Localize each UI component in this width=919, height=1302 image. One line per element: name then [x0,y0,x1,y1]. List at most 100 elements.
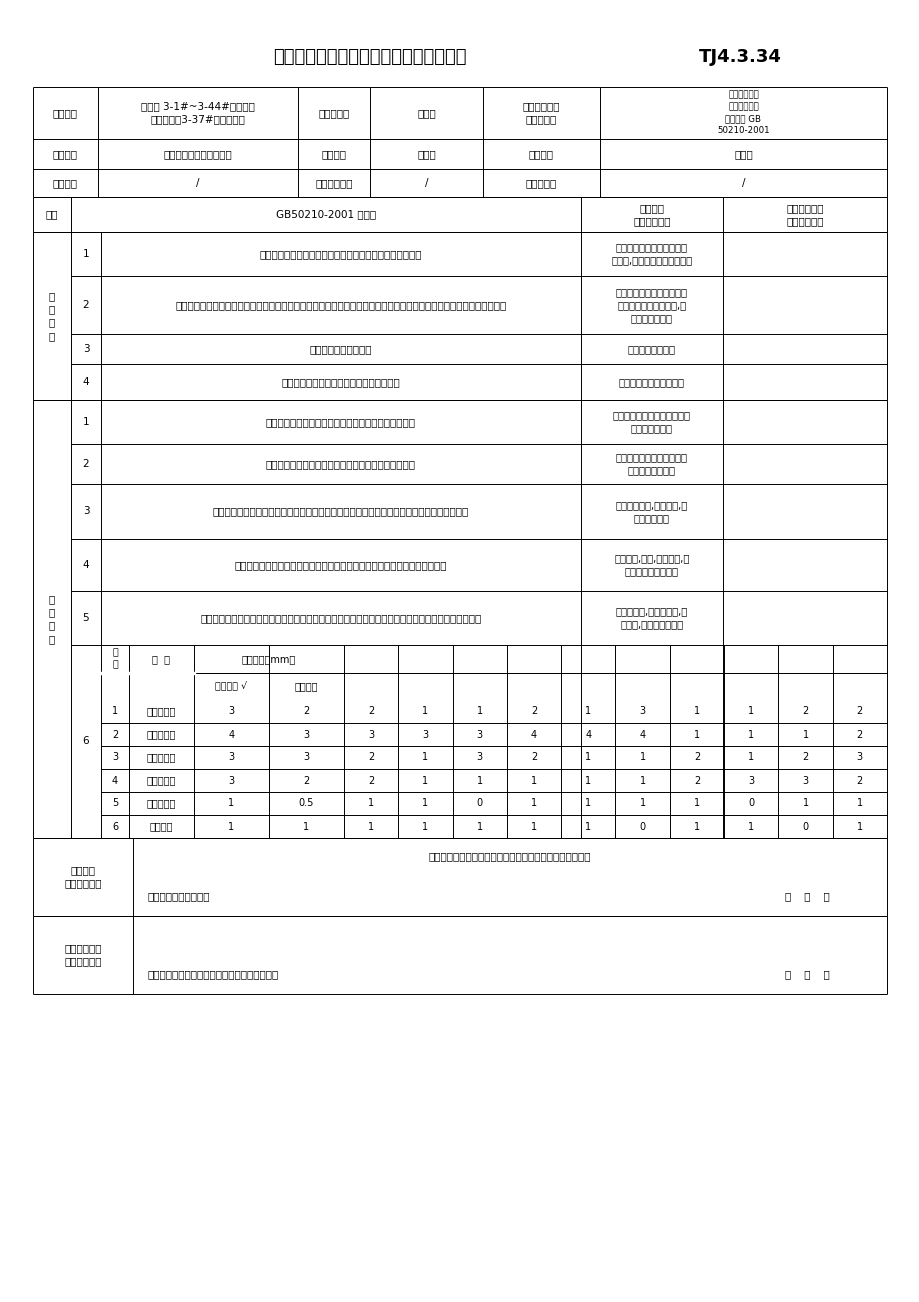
Text: 1: 1 [584,822,591,832]
Text: 监理（建设）
单位验收结论: 监理（建设） 单位验收结论 [786,203,823,227]
Text: 3: 3 [476,753,482,763]
Text: 表面平整、洁净、色泽一致，
无裂痕和缺损。: 表面平整、洁净、色泽一致， 无裂痕和缺损。 [612,410,690,434]
Text: 2: 2 [112,729,118,740]
Text: 表面平整度: 表面平整度 [147,729,176,740]
Text: 顾国夫: 顾国夫 [733,148,752,159]
Text: 3: 3 [801,776,808,785]
Text: 3: 3 [83,344,89,354]
Text: 1: 1 [228,822,234,832]
Text: 建筑装饰装修
工程施工质量
验收规范 GB
50210-2001: 建筑装饰装修 工程施工质量 验收规范 GB 50210-2001 [717,91,769,135]
Text: 3: 3 [476,729,482,740]
Text: 1: 1 [530,776,537,785]
Text: 阴阳角处搭接方式、非整砖使用部位应符合设计要求。: 阴阳角处搭接方式、非整砖使用部位应符合设计要求。 [266,460,415,469]
Text: 有排水要求的部位应做滴水线（槽）。滴水线（槽）应顺直，流水坡向应正确。坡度应符合设计要求。: 有排水要求的部位应做滴水线（槽）。滴水线（槽）应顺直，流水坡向应正确。坡度应符合… [200,613,482,622]
Text: TJ4.3.34: TJ4.3.34 [698,48,780,66]
Text: 2: 2 [83,460,89,469]
Text: 1: 1 [530,798,537,809]
Text: 做有滴水线,滴水线顺直,坡
向正确,坡度符合要求。: 做有滴水线,滴水线顺直,坡 向正确,坡度符合要求。 [615,607,687,630]
Text: 施工班组长: 施工班组长 [526,178,557,187]
Text: 5: 5 [112,798,118,809]
Text: 序号: 序号 [46,210,58,220]
Text: 项
次: 项 次 [112,648,118,669]
Text: 1: 1 [584,798,591,809]
Text: 2: 2 [801,707,808,716]
Text: 施工工序过程及施工方法符
合设计及有关标准要求,所
用材料均合格。: 施工工序过程及施工方法符 合设计及有关标准要求,所 用材料均合格。 [616,286,687,323]
Text: 经检查无空鼓、无裂缝。: 经检查无空鼓、无裂缝。 [618,378,685,387]
Text: 工程名称: 工程名称 [53,108,78,118]
Text: 3: 3 [303,729,309,740]
Text: 3: 3 [112,753,118,763]
Text: 1: 1 [476,822,482,832]
Text: 1: 1 [422,822,428,832]
Text: 1: 1 [584,707,591,716]
Text: 1: 1 [693,822,699,832]
Text: 1: 1 [476,776,482,785]
Text: 1: 1 [747,753,754,763]
Text: 施工执行标准
名称及编号: 施工执行标准 名称及编号 [522,102,560,125]
Text: 施工单位: 施工单位 [53,148,78,159]
Text: 墙面突出物周围的饰面砖应整砖套割吻合，边缘应整齐。墙裙、贴脸突出墙面的厚度应一致。: 墙面突出物周围的饰面砖应整砖套割吻合，边缘应整齐。墙裙、贴脸突出墙面的厚度应一致… [212,506,469,517]
Text: 1: 1 [422,798,428,809]
Text: 饰面砖粘贴牢固。: 饰面砖粘贴牢固。 [628,344,675,354]
Text: 3: 3 [368,729,374,740]
Text: 阴阳角处搭接方式、半砖使
用部位符合要求。: 阴阳角处搭接方式、半砖使 用部位符合要求。 [616,452,687,475]
Text: 4: 4 [112,776,118,785]
Text: 分包单位: 分包单位 [53,178,78,187]
Text: 3: 3 [747,776,754,785]
Text: 2: 2 [368,753,374,763]
Text: 3: 3 [856,753,862,763]
Text: 满粘法施工的饰面砖工程应无空鼓、裂缝。: 满粘法施工的饰面砖工程应无空鼓、裂缝。 [281,378,400,387]
Text: 4: 4 [228,729,234,740]
Text: 2: 2 [303,776,310,785]
Text: 1: 1 [83,417,89,427]
Text: 3: 3 [228,776,234,785]
Text: 整砖套割吻合,边缘整齐,突
出厚度一致。: 整砖套割吻合,边缘整齐,突 出厚度一致。 [615,500,687,523]
Text: 饰面砖接缝应平直、光滑，填嵌应连续、密实；宽度和深度应符合设计要求。: 饰面砖接缝应平直、光滑，填嵌应连续、密实；宽度和深度应符合设计要求。 [234,560,447,570]
Text: /: / [196,178,199,187]
Text: 施红兵: 施红兵 [416,148,436,159]
Text: 6: 6 [112,822,118,832]
Text: 1: 1 [747,822,754,832]
Text: 1: 1 [693,798,699,809]
Text: 0: 0 [476,798,482,809]
Text: 内墙面砖: 内墙面砖 [294,681,318,691]
Text: 1: 1 [422,753,428,763]
Text: 项目专业质量检查员：: 项目专业质量检查员： [148,891,210,901]
Text: 4: 4 [639,729,645,740]
Text: 2: 2 [530,707,537,716]
Text: 1: 1 [228,798,234,809]
Text: 施工单位
检查评定记录: 施工单位 检查评定记录 [632,203,670,227]
Text: 1: 1 [303,822,309,832]
Text: 2: 2 [856,776,862,785]
Text: 年    月    日: 年 月 日 [784,891,828,901]
Text: 0: 0 [747,798,754,809]
Text: 1: 1 [368,798,374,809]
Text: 0: 0 [639,822,645,832]
Text: 1: 1 [112,707,118,716]
Text: 施工单位
检查评定结果: 施工单位 检查评定结果 [64,866,102,888]
Text: 饰面砖粘贴工程的找平、防水、粘结和勾缝材料及施工方法应符合设计要求及国家现行产品标准和工程技术标准的规定。: 饰面砖粘贴工程的找平、防水、粘结和勾缝材料及施工方法应符合设计要求及国家现行产品… [176,299,506,310]
Text: 接缝宽度: 接缝宽度 [150,822,173,832]
Text: 2: 2 [693,753,699,763]
Text: GB50210-2001 的规定: GB50210-2001 的规定 [276,210,376,220]
Text: 年    月    日: 年 月 日 [784,969,828,979]
Text: 接缝高低差: 接缝高低差 [147,798,176,809]
Text: 1: 1 [530,822,537,832]
Text: 1: 1 [856,798,862,809]
Text: /: / [425,178,427,187]
Text: 5: 5 [83,613,89,622]
Text: 1: 1 [747,729,754,740]
Text: 一
般
项
目: 一 般 项 目 [49,594,55,643]
Text: 1: 1 [639,776,645,785]
Text: 2: 2 [801,753,808,763]
Text: 3: 3 [228,753,234,763]
Text: 2: 2 [368,776,374,785]
Text: 饰面砖粘贴必须牢固。: 饰面砖粘贴必须牢固。 [310,344,372,354]
Text: 2: 2 [530,753,537,763]
Text: 翡翠城 3-1#~3-44#住宅楼及
地下车库（3-37#楼开关站）: 翡翠城 3-1#~3-44#住宅楼及 地下车库（3-37#楼开关站） [141,102,255,125]
Text: 监理（建设）
单位验收结论: 监理（建设） 单位验收结论 [64,944,102,966]
Text: 主
控
项
目: 主 控 项 目 [49,292,55,341]
Text: 1: 1 [584,753,591,763]
Text: 3: 3 [639,707,645,716]
Text: 饰面砖的品种、规格、图案、颜色和性能应符合设计要求。: 饰面砖的品种、规格、图案、颜色和性能应符合设计要求。 [259,249,422,259]
